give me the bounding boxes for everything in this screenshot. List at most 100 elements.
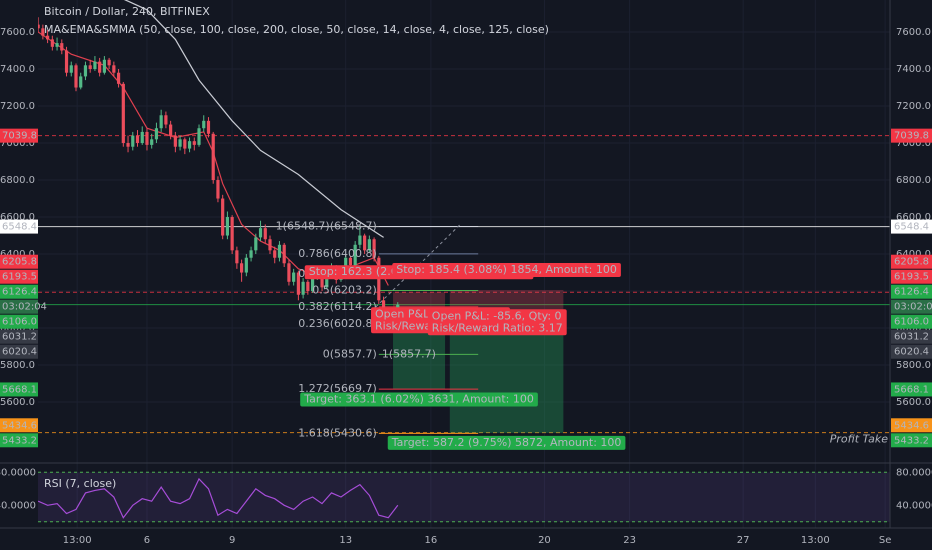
price-badge-label: 5668.1 bbox=[894, 384, 929, 395]
price-badge bbox=[0, 382, 38, 397]
fib-trend bbox=[375, 224, 461, 308]
price-badge bbox=[0, 128, 38, 143]
price-badge bbox=[0, 219, 38, 234]
price-badge bbox=[891, 418, 932, 433]
pnl-label-bg bbox=[427, 309, 567, 336]
candle-body bbox=[126, 143, 130, 147]
candle-body bbox=[55, 43, 59, 47]
y-tick-label: 7400.0 bbox=[896, 64, 931, 75]
candle-body bbox=[296, 272, 300, 295]
x-tick-label: 27 bbox=[737, 535, 750, 546]
candle-body bbox=[116, 72, 121, 84]
candle-body bbox=[79, 76, 83, 88]
y-tick-label: 7000.0 bbox=[896, 138, 931, 149]
candle-body bbox=[41, 28, 45, 36]
candle-body bbox=[150, 139, 154, 145]
y-tick-label: 7200.0 bbox=[896, 101, 931, 112]
fib-label: 0.5(6203.2) bbox=[312, 283, 377, 296]
candle-body bbox=[258, 228, 263, 238]
candle-body bbox=[192, 141, 196, 145]
candle-body bbox=[206, 120, 211, 134]
price-badge-label: 03:02:04 bbox=[894, 302, 932, 313]
y-tick-label: 7400.0 bbox=[0, 64, 35, 75]
y-tick-label: 6600.0 bbox=[0, 212, 35, 223]
target-label: Target: 587.2 (9.75%) 5872, Amount: 100 bbox=[387, 435, 626, 450]
rsi-tick-label: 80.0000 bbox=[0, 467, 36, 478]
rsi-band bbox=[38, 472, 890, 522]
candle-body bbox=[310, 276, 315, 292]
candle-body bbox=[353, 244, 357, 266]
price-badge bbox=[0, 344, 38, 359]
candle-body bbox=[216, 180, 220, 199]
candle-body bbox=[145, 131, 149, 145]
candle-body bbox=[263, 228, 267, 240]
price-badge bbox=[891, 344, 932, 359]
price-badge bbox=[0, 254, 38, 269]
price-badge-label: 6548.4 bbox=[2, 222, 37, 233]
price-badge-label: 6205.8 bbox=[894, 257, 929, 268]
candle-body bbox=[169, 124, 173, 136]
rsi-title: RSI (7, close) bbox=[44, 477, 116, 490]
candle-body bbox=[140, 131, 144, 144]
fib-label: 1.272(5669.7) bbox=[298, 382, 377, 395]
y-tick-label: 6800.0 bbox=[0, 175, 35, 186]
candle-body bbox=[367, 239, 371, 251]
candle-body bbox=[249, 250, 253, 258]
price-badge-label: 6106.0 bbox=[2, 317, 37, 328]
y-tick-label: 5800.0 bbox=[896, 360, 931, 371]
price-badge-label: 7039.8 bbox=[894, 131, 929, 142]
y-tick-label: 7000.0 bbox=[0, 138, 35, 149]
price-badge-label: 6031.2 bbox=[894, 332, 929, 343]
pnl-label-text: Risk/Reward Ratio: 3.17 bbox=[432, 321, 563, 334]
candle-body bbox=[159, 115, 163, 129]
candle-body bbox=[254, 237, 258, 251]
candle-body bbox=[244, 257, 248, 273]
price-badge-label: 6205.8 bbox=[2, 257, 37, 268]
candle-body bbox=[320, 272, 324, 288]
x-tick-label: 20 bbox=[538, 535, 551, 546]
candle-body bbox=[273, 250, 277, 258]
candle-body bbox=[358, 235, 362, 245]
candle-body bbox=[344, 257, 348, 273]
candle-body bbox=[306, 281, 310, 292]
candle-body bbox=[131, 135, 135, 147]
target-label-text: Target: 587.2 (9.75%) 5872, Amount: 100 bbox=[391, 436, 622, 449]
price-badge-label: 6106.0 bbox=[894, 317, 929, 328]
stop-label-text: Stop: 185.4 (3.08%) 1854, Amount: 100 bbox=[396, 263, 617, 276]
candle-body bbox=[235, 250, 239, 264]
candle-body bbox=[154, 128, 159, 140]
price-badge bbox=[0, 329, 38, 344]
x-tick-label: 16 bbox=[425, 535, 438, 546]
price-badge bbox=[0, 269, 38, 284]
y-tick-label: 7600.0 bbox=[896, 27, 931, 38]
candle-body bbox=[225, 217, 230, 236]
candle-body bbox=[69, 65, 73, 73]
target-label-bg bbox=[300, 392, 538, 407]
candle-body bbox=[372, 239, 376, 258]
price-badge bbox=[891, 269, 932, 284]
price-badge-label: 6126.4 bbox=[2, 287, 37, 298]
target-label-text: Target: 363.1 (6.02%) 3631, Amount: 100 bbox=[303, 392, 534, 405]
price-badge bbox=[891, 329, 932, 344]
price-badge-label: 5668.1 bbox=[2, 384, 37, 395]
target-label: Target: 363.1 (6.02%) 3631, Amount: 100 bbox=[300, 392, 538, 407]
candle-body bbox=[178, 139, 182, 147]
candle-body bbox=[202, 120, 206, 129]
price-badge bbox=[891, 284, 932, 299]
indicator-title: MA&EMA&SMMA (50, close, 100, close, 200,… bbox=[44, 23, 549, 36]
y-tick-label: 5600.0 bbox=[896, 397, 931, 408]
candle-body bbox=[38, 24, 40, 29]
candle-body bbox=[211, 133, 215, 181]
price-badge-label: 6126.4 bbox=[894, 287, 929, 298]
rsi-line bbox=[38, 477, 399, 519]
position-labels: Stop: 162.3 (2.69%) 1623, Amount: 100Tar… bbox=[300, 262, 626, 450]
y-tick-label: 6800.0 bbox=[896, 175, 931, 186]
price-badge bbox=[891, 433, 932, 448]
rsi-pane bbox=[38, 471, 890, 523]
y-tick-label: 5800.0 bbox=[0, 360, 35, 371]
price-badge bbox=[0, 299, 38, 314]
price-badge bbox=[891, 299, 932, 314]
